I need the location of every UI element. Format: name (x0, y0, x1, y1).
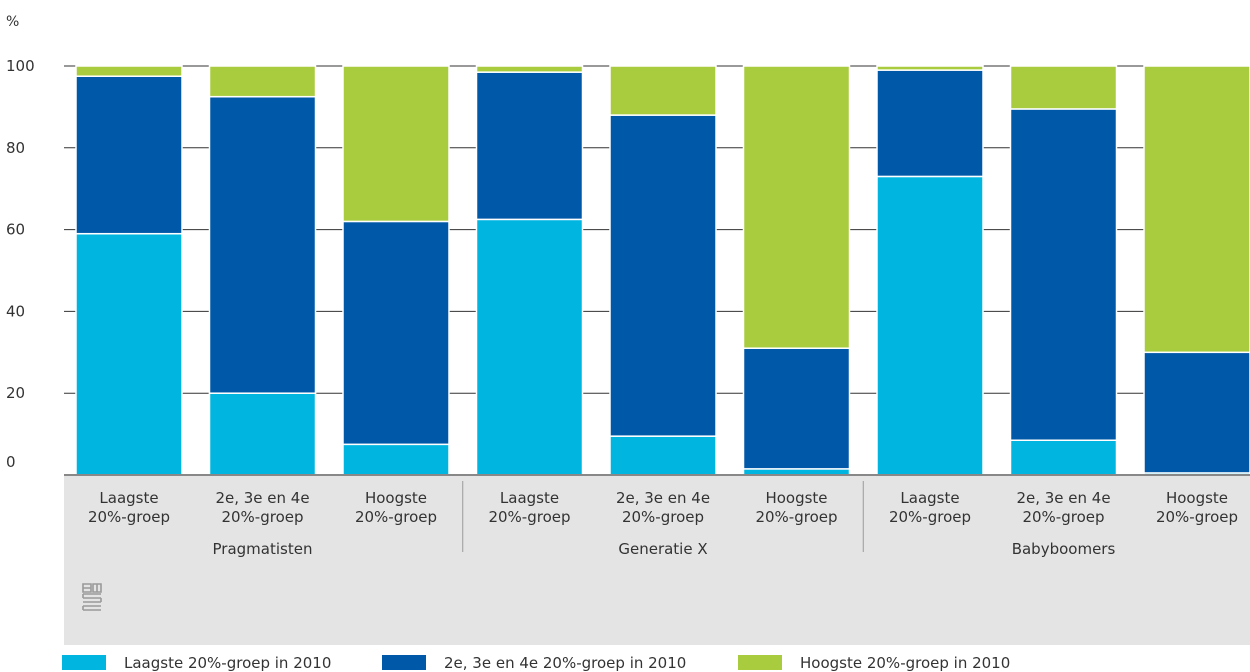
group-label-2: Babyboomers (1012, 540, 1116, 558)
x-tick-label-4: 2e, 3e en 4e 20%-groep (616, 489, 710, 526)
group-labels: Pragmatisten Generatie X Babyboomers (213, 540, 1116, 558)
bar-segment-s0-c0 (75, 232, 183, 476)
y-tick-label-60: 60 (6, 221, 25, 239)
x-tick-labels: Laagste 20%-groep 2e, 3e en 4e 20%-groep Hoo… (88, 489, 1238, 526)
y-tick-labels: 0 20 40 60 80 100 (6, 57, 35, 471)
y-tick-label-80: 80 (6, 139, 25, 157)
bar-segment-s2-c6 (876, 65, 984, 71)
bar-segment-s0-c1 (208, 392, 317, 476)
bar-segment-s1-c1 (208, 95, 317, 394)
bar-segment-s2-c0 (75, 65, 183, 77)
group-separators (462, 481, 864, 552)
legend-label-hoogste: Hoogste 20%-groep in 2010 (800, 653, 1011, 672)
bars (75, 65, 1250, 476)
x-tick-label-6: Laagste 20%-groep (889, 489, 971, 526)
legend-item-hoogste: Hoogste 20%-groep in 2010 (738, 653, 1010, 672)
bar-segment-s1-c4 (609, 114, 717, 437)
legend-swatch-laagste (62, 655, 106, 670)
bar-segment-s1-c5 (742, 347, 851, 470)
bar-segment-s1-c8 (1143, 351, 1250, 474)
x-tick-label-0: Laagste 20%-groep (88, 489, 170, 526)
bar-segment-s0-c6 (876, 175, 984, 476)
stacked-bar-chart: % 0 20 40 60 80 100 Laagste 20%-groep 2e, 3e en… (6, 14, 1250, 645)
legend-swatch-hoogste (738, 655, 782, 670)
bar-segment-s1-c6 (876, 69, 984, 178)
legend: Laagste 20%-groep in 2010 2e, 3e en 4e 2… (0, 653, 1250, 672)
x-tick-label-5: Hoogste 20%-groep (755, 489, 837, 526)
y-tick-label-0: 0 (6, 453, 16, 471)
bar-segment-s2-c5 (742, 65, 851, 349)
y-tick-label-40: 40 (6, 302, 25, 320)
bar-segment-s1-c0 (75, 75, 183, 235)
y-axis-label: % (6, 14, 19, 30)
x-tick-label-7: 2e, 3e en 4e 20%-groep (1016, 489, 1110, 526)
x-tick-label-3: Laagste 20%-groep (488, 489, 570, 526)
bar-segment-s0-c3 (475, 218, 584, 476)
legend-label-laagste: Laagste 20%-groep in 2010 (124, 653, 332, 672)
bar-segment-s1-c7 (1009, 108, 1118, 441)
bar-segment-s2-c2 (342, 65, 450, 223)
bar-segment-s2-c7 (1009, 65, 1118, 110)
group-label-1: Generatie X (618, 540, 707, 558)
bar-segment-s2-c3 (475, 65, 584, 73)
cbs-logo-icon (82, 583, 102, 611)
legend-swatch-middle (382, 655, 426, 670)
bar-segment-s0-c2 (342, 443, 450, 476)
x-tick-label-1: 2e, 3e en 4e 20%-groep (215, 489, 309, 526)
group-label-0: Pragmatisten (213, 540, 313, 558)
y-tick-label-20: 20 (6, 384, 25, 402)
x-tick-label-2: Hoogste 20%-groep (355, 489, 437, 526)
bar-segment-s2-c1 (208, 65, 317, 98)
bar-segment-s1-c2 (342, 220, 450, 446)
legend-item-laagste: Laagste 20%-groep in 2010 (62, 653, 331, 672)
legend-item-middle: 2e, 3e en 4e 20%-groep in 2010 (382, 653, 686, 672)
bar-segment-s2-c4 (609, 65, 717, 116)
bar-segment-s2-c8 (1143, 65, 1250, 354)
bar-segment-s0-c4 (609, 435, 717, 476)
x-axis-panel (64, 475, 1250, 645)
y-tick-label-100: 100 (6, 57, 35, 75)
bar-segment-s1-c3 (475, 71, 584, 221)
bar-segment-s0-c7 (1009, 439, 1118, 476)
x-tick-label-8: Hoogste 20%-groep (1156, 489, 1238, 526)
legend-label-middle: 2e, 3e en 4e 20%-groep in 2010 (444, 653, 687, 672)
